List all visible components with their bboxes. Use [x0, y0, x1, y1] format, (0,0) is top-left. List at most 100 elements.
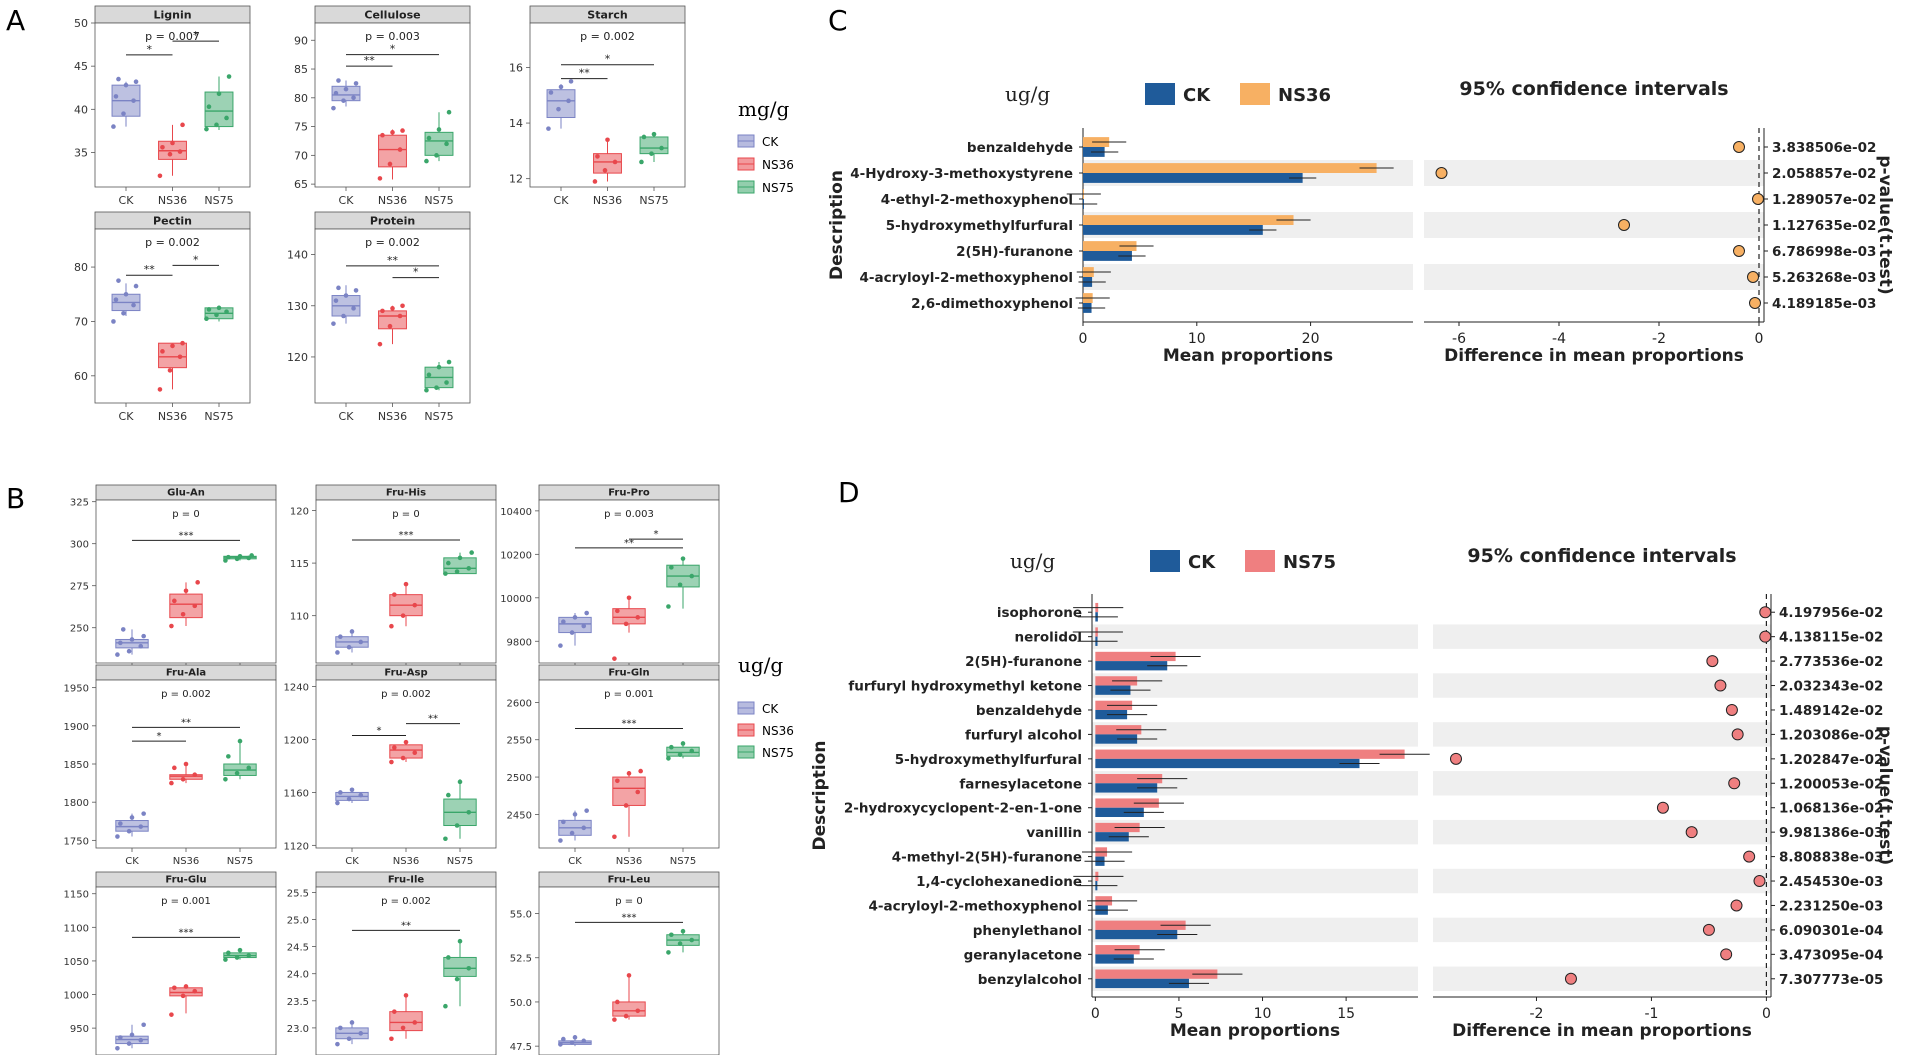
data-point [226, 950, 231, 956]
data-point [436, 364, 442, 370]
sig-label: ** [401, 920, 411, 931]
y-tick-label: 950 [70, 1024, 89, 1035]
legend-b: ug/g CK NS36 NS75 [737, 653, 794, 760]
y-tick-label: 1240 [284, 683, 309, 694]
data-point [115, 1045, 120, 1051]
row-band-left [1092, 819, 1418, 845]
data-point [172, 598, 177, 604]
difference-point [1725, 703, 1738, 716]
data-point [623, 621, 629, 627]
data-point [118, 821, 123, 826]
p-value: 1.203086e-02 [1779, 727, 1883, 743]
y-tick-label: 1950 [64, 684, 89, 695]
legend-a-label-ck: CK [762, 135, 779, 149]
sig-label: *** [179, 927, 194, 938]
data-point [400, 755, 406, 761]
data-point [118, 1035, 123, 1040]
facet-b-fru-ile: Fru-Ile23.023.524.024.525.025.5CKNS36NS7… [287, 871, 497, 1055]
data-point [169, 780, 174, 786]
data-point [389, 759, 394, 765]
data-point [180, 340, 185, 346]
box-iqr [593, 153, 622, 174]
data-point [680, 741, 686, 746]
box-iqr [666, 746, 700, 757]
bar-treatment [1095, 798, 1159, 808]
facet-title: Fru-Pro [608, 488, 650, 499]
data-point [377, 176, 383, 181]
data-point [443, 1003, 448, 1009]
row-description: benzylalcohol [978, 972, 1082, 988]
bar-ck [1095, 661, 1168, 671]
data-point [346, 796, 352, 802]
data-point [183, 984, 189, 989]
y-tick-label: 2450 [507, 810, 532, 821]
y-tick-label: 300 [70, 540, 89, 551]
box-iqr [389, 1011, 423, 1032]
row-description: furfuryl alcohol [965, 727, 1082, 743]
data-point [612, 159, 618, 165]
data-point [669, 565, 674, 570]
row-description: phenylethanol [973, 923, 1082, 939]
facet-title: Fru-His [386, 488, 426, 499]
y-tick-label: 24.0 [287, 970, 309, 981]
data-point [635, 615, 641, 620]
data-point [623, 1013, 629, 1019]
y-tick-label: 45 [74, 60, 88, 73]
data-point [353, 288, 359, 293]
legend-b-key-ns36 [737, 723, 755, 737]
data-point [548, 90, 554, 95]
data-point [346, 644, 352, 650]
data-point [237, 947, 243, 953]
x-tick-label: NS36 [158, 194, 187, 207]
y-axis-title: Description [827, 170, 847, 280]
data-point [129, 815, 135, 820]
y-tick-label: 23.0 [287, 1024, 309, 1035]
facet-title: Glu-An [167, 488, 205, 499]
facet-title: Fru-Leu [608, 875, 651, 886]
p-value: 2.058857e-02 [1772, 166, 1876, 182]
data-point [343, 86, 349, 92]
p-value-axis-title: p-value(t.test) [1875, 726, 1895, 865]
data-point [160, 144, 165, 150]
data-point [446, 792, 451, 798]
p-value: 9.981386e-03 [1779, 825, 1883, 841]
data-point [377, 341, 383, 347]
legend-a-label-ns75: NS75 [762, 181, 794, 195]
data-point [336, 285, 341, 291]
data-point [111, 319, 116, 324]
data-point [180, 122, 185, 128]
sig-label: *** [622, 912, 637, 923]
data-point [115, 652, 120, 657]
data-point [167, 368, 173, 373]
data-point [338, 1025, 343, 1031]
p-value: 4.138115e-02 [1779, 630, 1883, 646]
y-tick-label: 9800 [507, 637, 532, 648]
x-tick-label: 20 [1302, 331, 1320, 347]
x-tick-label: CK [345, 856, 359, 867]
x-tick-label: NS75 [424, 194, 453, 207]
facet-title: Fru-Ala [166, 668, 206, 679]
data-point [443, 836, 448, 842]
legend-b-label-ns75: NS75 [762, 746, 794, 760]
x-tick-label: 15 [1337, 1006, 1355, 1022]
data-point [133, 283, 139, 289]
y-tick-label: 110 [290, 612, 309, 623]
row-band-left [1092, 673, 1418, 698]
data-point [338, 790, 343, 795]
sig-label: * [193, 29, 199, 42]
sig-label: ** [364, 54, 376, 67]
y-tick-label: 1050 [64, 957, 89, 968]
y-tick-label: 115 [290, 559, 309, 570]
panel-c-extended-error-bar: ug/g CK NS36 95% confidence intervals benzal… [827, 78, 1895, 366]
p-value-text: p = 0.001 [161, 896, 211, 907]
data-point [126, 648, 132, 654]
data-point [133, 79, 139, 84]
data-point [237, 553, 243, 559]
data-point [204, 316, 209, 322]
row-band-right [1433, 722, 1771, 747]
p-value-text: p = 0.007 [145, 30, 200, 43]
sig-label: *** [622, 719, 637, 730]
data-point [170, 140, 175, 146]
sig-label: * [413, 266, 419, 279]
row-description: 2-hydroxycyclopent-2-en-1-one [844, 801, 1082, 817]
